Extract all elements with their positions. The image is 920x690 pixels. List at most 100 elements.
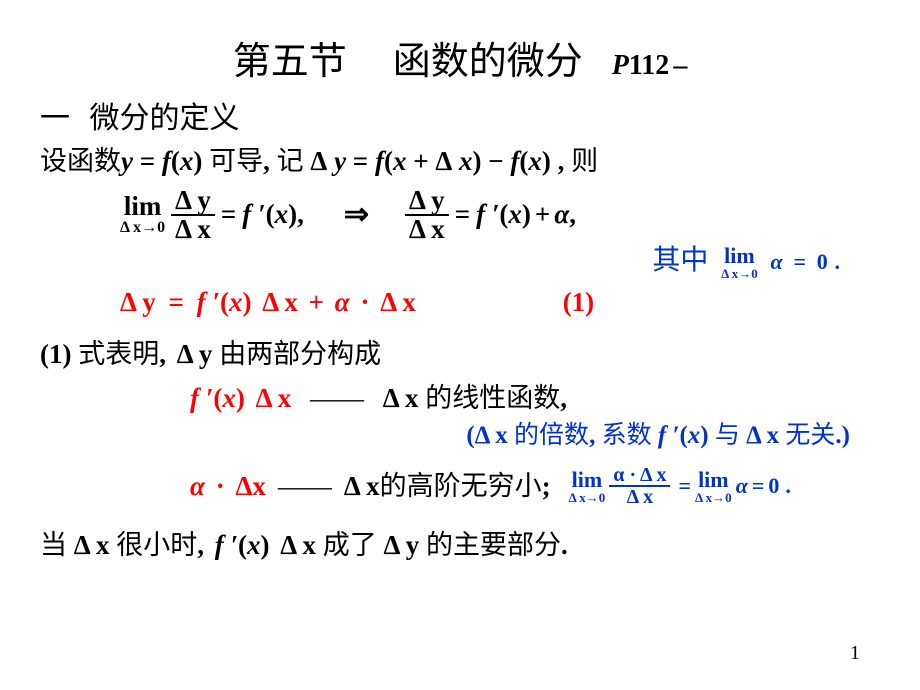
p-lp: ( [466,422,474,449]
c4: , [569,196,576,234]
p-t2: 系数 [602,422,652,449]
x5: x [508,196,522,234]
line-setup: 设函数y = f(x) 可导, 记 Δ y = f(x + Δ x) − f(x… [40,143,880,181]
la-dy: Δ y [384,530,420,560]
t-ji: 记 [277,146,304,176]
l-rest: 的线性函数 [425,383,560,413]
frac3-num: α · Δ x [609,465,670,485]
c1: , [263,146,270,176]
la-dx: Δ x [74,530,110,560]
subtitle: 一 微分的定义 [40,93,880,137]
fp2: f ′ [476,196,499,234]
lim1-top: lim [120,193,165,220]
l-x: x [222,383,236,413]
r-plus: + [309,287,324,317]
arrow: ⇒ [344,194,369,236]
fp1: f ′ [242,196,265,234]
p-xrp: ) [700,422,708,449]
subtitle-num: 一 [40,102,70,135]
t-dang: 当 [40,530,67,560]
lim2-top: lim [721,245,758,267]
lim2-bot: Δ x→0 [721,267,758,280]
m-lp: ( [171,146,180,176]
frac1-num: Δ y [171,187,215,214]
line-explain: (1) 式表明, Δ y 由两部分构成 [40,336,880,374]
r-rp: ) [242,287,251,317]
lp4: ( [266,196,275,234]
ref-dash: – [673,50,687,81]
l-lp: ( [213,383,222,413]
h-dash: —— [278,468,332,506]
p-c: , [589,422,595,449]
qizhong-row: 其中 lim Δ x→0 α = 0 . [40,241,880,280]
l-dx2: Δ x [383,383,419,413]
t-qizhong: 其中 [652,245,708,276]
paren-row: (Δ x 的倍数, 系数 f ′(x) 与 Δ x 无关.) [40,415,880,451]
c3: , [297,196,304,234]
m-plus: + [413,146,428,176]
x4: x [275,196,289,234]
r-x: x [229,287,243,317]
t-shibiaoming: 式表明 [78,339,159,369]
m-x: x [180,146,194,176]
r-tag: (1) [563,287,594,317]
p-fp: f ′ [658,422,680,449]
section-name: 函数的微分 [393,41,583,83]
t-zhuyao: 的主要部分 [426,530,561,560]
rp5: ) [522,196,531,234]
t-kedao: 可导 [209,146,263,176]
m-dx-x: x [459,146,473,176]
frac-2: Δ y Δ x [405,187,449,243]
eq4: = [455,196,470,234]
dy3: Δ y [177,339,213,369]
frac1-den: Δ x [171,214,215,243]
t-youlianbufen: 由两部分构成 [219,339,381,369]
r-lp: ( [220,287,229,317]
m-eq2: = [353,146,368,176]
c5: , [159,339,166,369]
la-x: x [247,530,261,560]
t-chengle: 成了 [323,530,377,560]
m-delta: Δ [310,146,327,176]
m-y2: y [334,146,346,176]
l-fp: f ′ [190,383,213,413]
alpha1: α [554,196,569,234]
ref-prefix: P [612,50,629,81]
r-fp: f ′ [197,287,220,317]
l-dx: Δ x [256,383,292,413]
l-rp: ) [236,383,245,413]
higher-limit: lim Δ x→0 α · Δ x Δ x = lim Δ x→0 α = 0 … [569,465,791,507]
h-dx2: Δ x [344,468,380,506]
alpha2: α [771,249,783,274]
la-c: , [197,530,204,560]
title-row: 第五节 函数的微分 P112– [40,30,880,85]
lim3-top: lim [569,469,606,491]
section-number: 第五节 [233,41,347,83]
m-x3: x [528,146,542,176]
ref-num: 112 [629,50,669,81]
t-ze: 则 [571,146,598,176]
la-dx2: Δ x [280,530,316,560]
last-line: 当 Δ x 很小时, f ′(x) Δ x 成了 Δ y 的主要部分. [40,527,880,565]
p-dx2: Δ x [746,422,779,449]
p-t3: 与 [715,422,740,449]
r-alpha: α [335,287,350,317]
m-dx-d: Δ [435,146,452,176]
l-comma: , [560,383,567,413]
h-alpha2: α [736,471,748,502]
la-rp: ) [261,530,270,560]
c2: , [558,146,565,176]
t-shefanshu: 设函数 [40,146,121,176]
higher-row: α · Δx —— Δ x 的高阶无穷小; lim Δ x→0 α · Δ x … [190,465,880,507]
l-dash: —— [310,383,364,413]
h-dx: Δx [235,471,265,501]
m-y: y [121,146,133,176]
subtitle-text: 微分的定义 [90,102,240,135]
la-lp: ( [238,530,247,560]
m-rp2: ) [473,146,482,176]
page-reference: P112– [612,50,688,81]
p-t4: 无关 [785,422,835,449]
m-x2: x [393,146,407,176]
lim-block-1: lim Δ x→0 [120,193,165,236]
m-minus: − [488,146,503,176]
